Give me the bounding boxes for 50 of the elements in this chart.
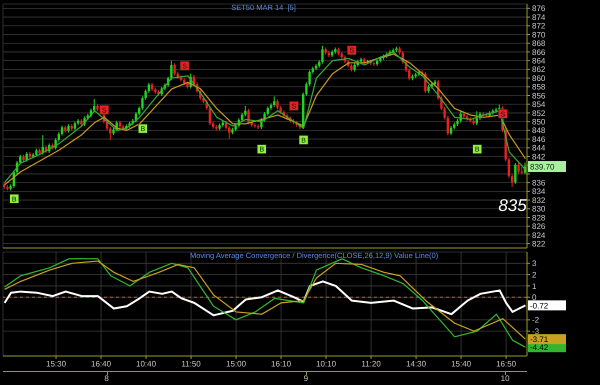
y-tick-label: -2 <box>532 316 540 325</box>
y-tick-label: 850 <box>532 117 546 126</box>
data-label: -0.72 <box>530 301 549 310</box>
x-tick-label: 16:50 <box>496 360 517 369</box>
y-tick-label: 860 <box>532 74 546 83</box>
y-tick-label: 0 <box>532 293 537 302</box>
y-tick-label: 848 <box>532 126 546 136</box>
x2-tick-label: 10 <box>500 374 511 383</box>
y-tick-label: 1 <box>532 282 537 291</box>
y-tick-label: 870 <box>532 30 546 40</box>
y-tick-label: 842 <box>532 152 546 162</box>
x-tick-label: 16:10 <box>271 360 292 369</box>
y-tick-label: 836 <box>532 178 546 188</box>
y-tick-label: 830 <box>532 204 546 214</box>
x-tick-label: 14:30 <box>406 360 427 369</box>
y-tick-label: 826 <box>532 222 546 232</box>
y-tick-label: 872 <box>532 22 546 31</box>
y-tick-label: 844 <box>532 144 546 153</box>
y-tick-label: 832 <box>532 196 546 205</box>
data-label: -3.71 <box>530 335 549 344</box>
text: 839.70 <box>530 162 556 172</box>
y-tick-label: 854 <box>532 100 546 110</box>
y-tick-label: 828 <box>532 213 546 222</box>
y-tick-label: 856 <box>532 91 546 100</box>
y-tick-label: 834 <box>532 187 546 196</box>
y-tick-label: 862 <box>532 65 546 74</box>
y-tick-label: 876 <box>532 4 546 14</box>
y-tick-label: -3 <box>532 326 540 336</box>
x-tick-label: 16:40 <box>91 360 112 369</box>
data-label: -4.42 <box>530 343 549 352</box>
x-tick-label: 11:20 <box>361 360 382 369</box>
y-tick-label: 824 <box>532 230 546 240</box>
y-tick-label: 846 <box>532 134 546 144</box>
y-tick-label: 866 <box>532 48 546 57</box>
y-tick-label: 822 <box>532 239 546 248</box>
y-tick-label: 2 <box>532 270 537 280</box>
y-tick-label: 864 <box>532 56 546 66</box>
x-tick-label: 10:40 <box>136 360 157 369</box>
x-tick-label: 15:40 <box>451 360 472 369</box>
x-tick-label: 15:30 <box>46 360 67 369</box>
x-tick-label: 15:00 <box>226 360 247 369</box>
y-tick-label: 852 <box>532 108 546 118</box>
x2-tick-label: 8 <box>103 374 110 383</box>
y-tick-label: 868 <box>532 39 546 48</box>
x-tick-label: 10:10 <box>316 360 337 369</box>
y-tick-label: 858 <box>532 82 546 92</box>
x2-tick-label: 9 <box>302 374 310 383</box>
y-tick-label: 3 <box>532 259 537 268</box>
y-tick-label: 874 <box>532 12 546 22</box>
x-tick-label: 11:50 <box>181 360 202 369</box>
